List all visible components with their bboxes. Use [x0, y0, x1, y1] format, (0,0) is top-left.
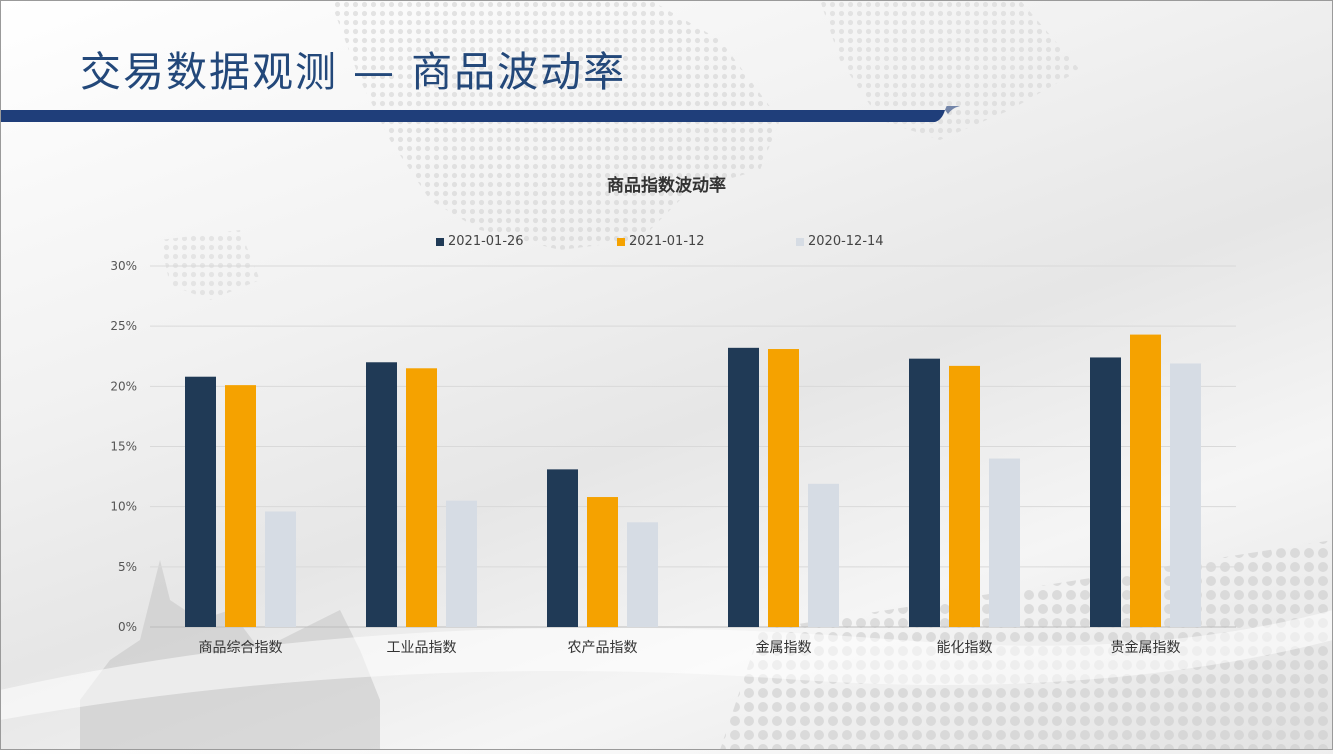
- bar: [909, 358, 940, 627]
- bar: [547, 469, 578, 627]
- bar: [728, 347, 759, 627]
- bar: [989, 458, 1020, 627]
- bar: [768, 349, 799, 627]
- legend-item-series-1: 2021-01-26: [436, 234, 524, 249]
- legend-swatch: [436, 237, 444, 246]
- bar: [587, 497, 618, 627]
- legend-label: 2021-01-26: [448, 234, 524, 249]
- y-tick-label: 0%: [118, 620, 137, 634]
- chart-legend: 2021-01-26 2021-01-12 2020-12-14: [0, 234, 1333, 252]
- x-category-label: 农产品指数: [568, 640, 638, 656]
- bar: [627, 522, 658, 627]
- y-tick-label: 20%: [110, 379, 137, 393]
- bar: [225, 385, 256, 627]
- bar: [185, 376, 216, 627]
- x-category-label: 工业品指数: [387, 640, 457, 656]
- x-category-label: 贵金属指数: [1111, 640, 1181, 656]
- x-category-label: 金属指数: [756, 640, 812, 656]
- legend-item-series-3: 2020-12-14: [796, 234, 884, 249]
- y-tick-label: 25%: [110, 319, 137, 333]
- bar: [1170, 363, 1201, 627]
- legend-label: 2021-01-12: [629, 234, 705, 249]
- y-tick-label: 10%: [110, 500, 137, 514]
- bar: [808, 483, 839, 627]
- slide-title: 交易数据观测 — 商品波动率: [80, 48, 627, 96]
- bar: [265, 511, 296, 627]
- bar: [446, 500, 477, 627]
- bar: [1130, 334, 1161, 627]
- bar: [949, 365, 980, 627]
- y-tick-label: 15%: [110, 440, 137, 454]
- legend-label: 2020-12-14: [808, 234, 884, 249]
- title-underline-bar: [0, 106, 960, 122]
- chart-title: 商品指数波动率: [607, 176, 726, 196]
- legend-swatch: [796, 237, 804, 246]
- x-category-label: 商品综合指数: [199, 640, 283, 656]
- legend-swatch: [617, 237, 625, 246]
- x-category-label: 能化指数: [937, 640, 993, 656]
- bar: [406, 368, 437, 627]
- y-tick-label: 5%: [118, 560, 137, 574]
- bar: [366, 362, 397, 627]
- y-tick-label: 30%: [110, 259, 137, 273]
- bar: [1090, 357, 1121, 627]
- legend-item-series-2: 2021-01-12: [617, 234, 705, 249]
